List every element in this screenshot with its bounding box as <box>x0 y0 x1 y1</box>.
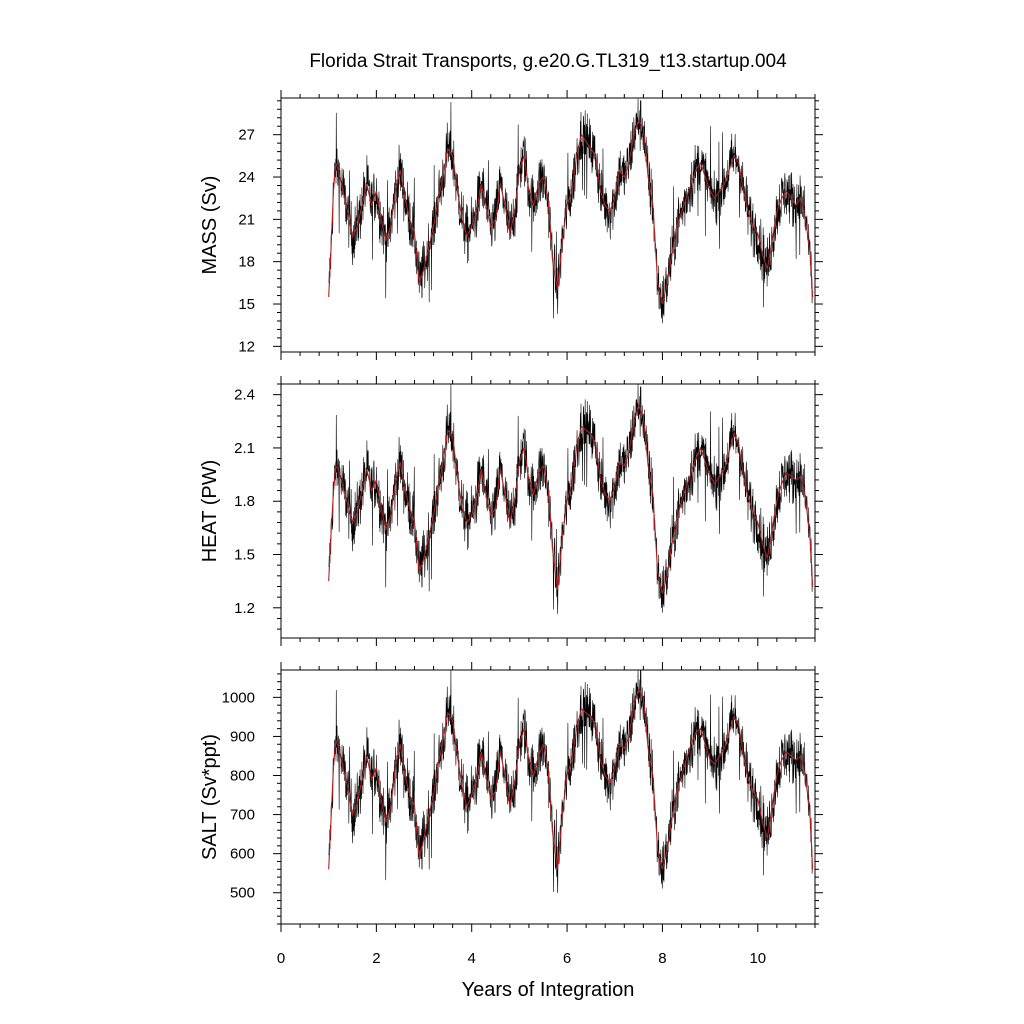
y-tick-label-salt: 500 <box>230 885 255 902</box>
y-tick-label-heat: 2.1 <box>234 440 255 457</box>
y-tick-label-salt: 600 <box>230 846 255 863</box>
axis-ticks-heat <box>273 376 823 646</box>
panel-mass: 12 15 18 21 24 27 MASS (Sv) <box>199 90 823 360</box>
x-axis-title: Years of Integration <box>462 979 635 1001</box>
smoothed-series-line-heat <box>328 403 814 594</box>
x-tick-label: 0 <box>277 950 285 967</box>
smoothed-series-line-mass <box>328 119 814 305</box>
y-tick-labels-salt: 500 600 700 800 900 1000 <box>222 689 255 901</box>
x-tick-label: 8 <box>658 950 666 967</box>
y-tick-label-salt: 1000 <box>222 689 255 706</box>
y-tick-labels-heat: 1.2 1.5 1.8 2.1 2.4 <box>234 387 255 617</box>
y-axis-title-heat: HEAT (PW) <box>199 460 221 563</box>
y-tick-label-mass: 15 <box>238 296 255 313</box>
x-tick-label: 10 <box>749 950 766 967</box>
y-tick-labels-mass: 12 15 18 21 24 27 <box>238 127 255 356</box>
y-tick-label-mass: 24 <box>238 169 255 186</box>
y-tick-label-mass: 27 <box>238 127 255 144</box>
plot-area-mass <box>328 98 814 324</box>
y-tick-label-mass: 18 <box>238 254 255 271</box>
chart-title: Florida Strait Transports, g.e20.G.TL319… <box>309 51 787 72</box>
y-tick-label-salt: 700 <box>230 807 255 824</box>
panel-heat: 1.2 1.5 1.8 2.1 2.4 HEAT (PW) <box>199 376 823 646</box>
y-axis-title-salt: SALT (Sv*ppt) <box>199 734 221 860</box>
raw-series-line-salt <box>328 670 813 894</box>
y-tick-label-salt: 800 <box>230 768 255 785</box>
axis-ticks-mass <box>273 90 823 360</box>
smoothed-series-line-salt <box>328 688 814 870</box>
y-tick-label-heat: 1.5 <box>234 547 255 564</box>
x-tick-labels: 0 2 4 6 8 10 <box>277 950 766 967</box>
y-tick-label-heat: 1.8 <box>234 493 255 510</box>
raw-series-line-mass <box>328 98 813 324</box>
x-tick-label: 2 <box>372 950 380 967</box>
y-tick-label-heat: 1.2 <box>234 600 255 617</box>
x-tick-label: 4 <box>468 950 476 967</box>
y-axis-title-mass: MASS (Sv) <box>199 176 221 275</box>
y-tick-label-mass: 21 <box>238 211 255 228</box>
y-tick-label-heat: 2.4 <box>234 387 255 404</box>
y-tick-label-salt: 900 <box>230 728 255 745</box>
panel-salt: 500 600 700 800 900 1000 SALT (Sv*ppt) <box>199 662 823 932</box>
axis-ticks-salt <box>273 662 823 932</box>
x-tick-label: 6 <box>563 950 571 967</box>
raw-series-line-heat <box>328 384 813 614</box>
plot-area-heat <box>328 384 814 614</box>
plot-area-salt <box>328 670 814 894</box>
y-tick-label-mass: 12 <box>238 338 255 355</box>
